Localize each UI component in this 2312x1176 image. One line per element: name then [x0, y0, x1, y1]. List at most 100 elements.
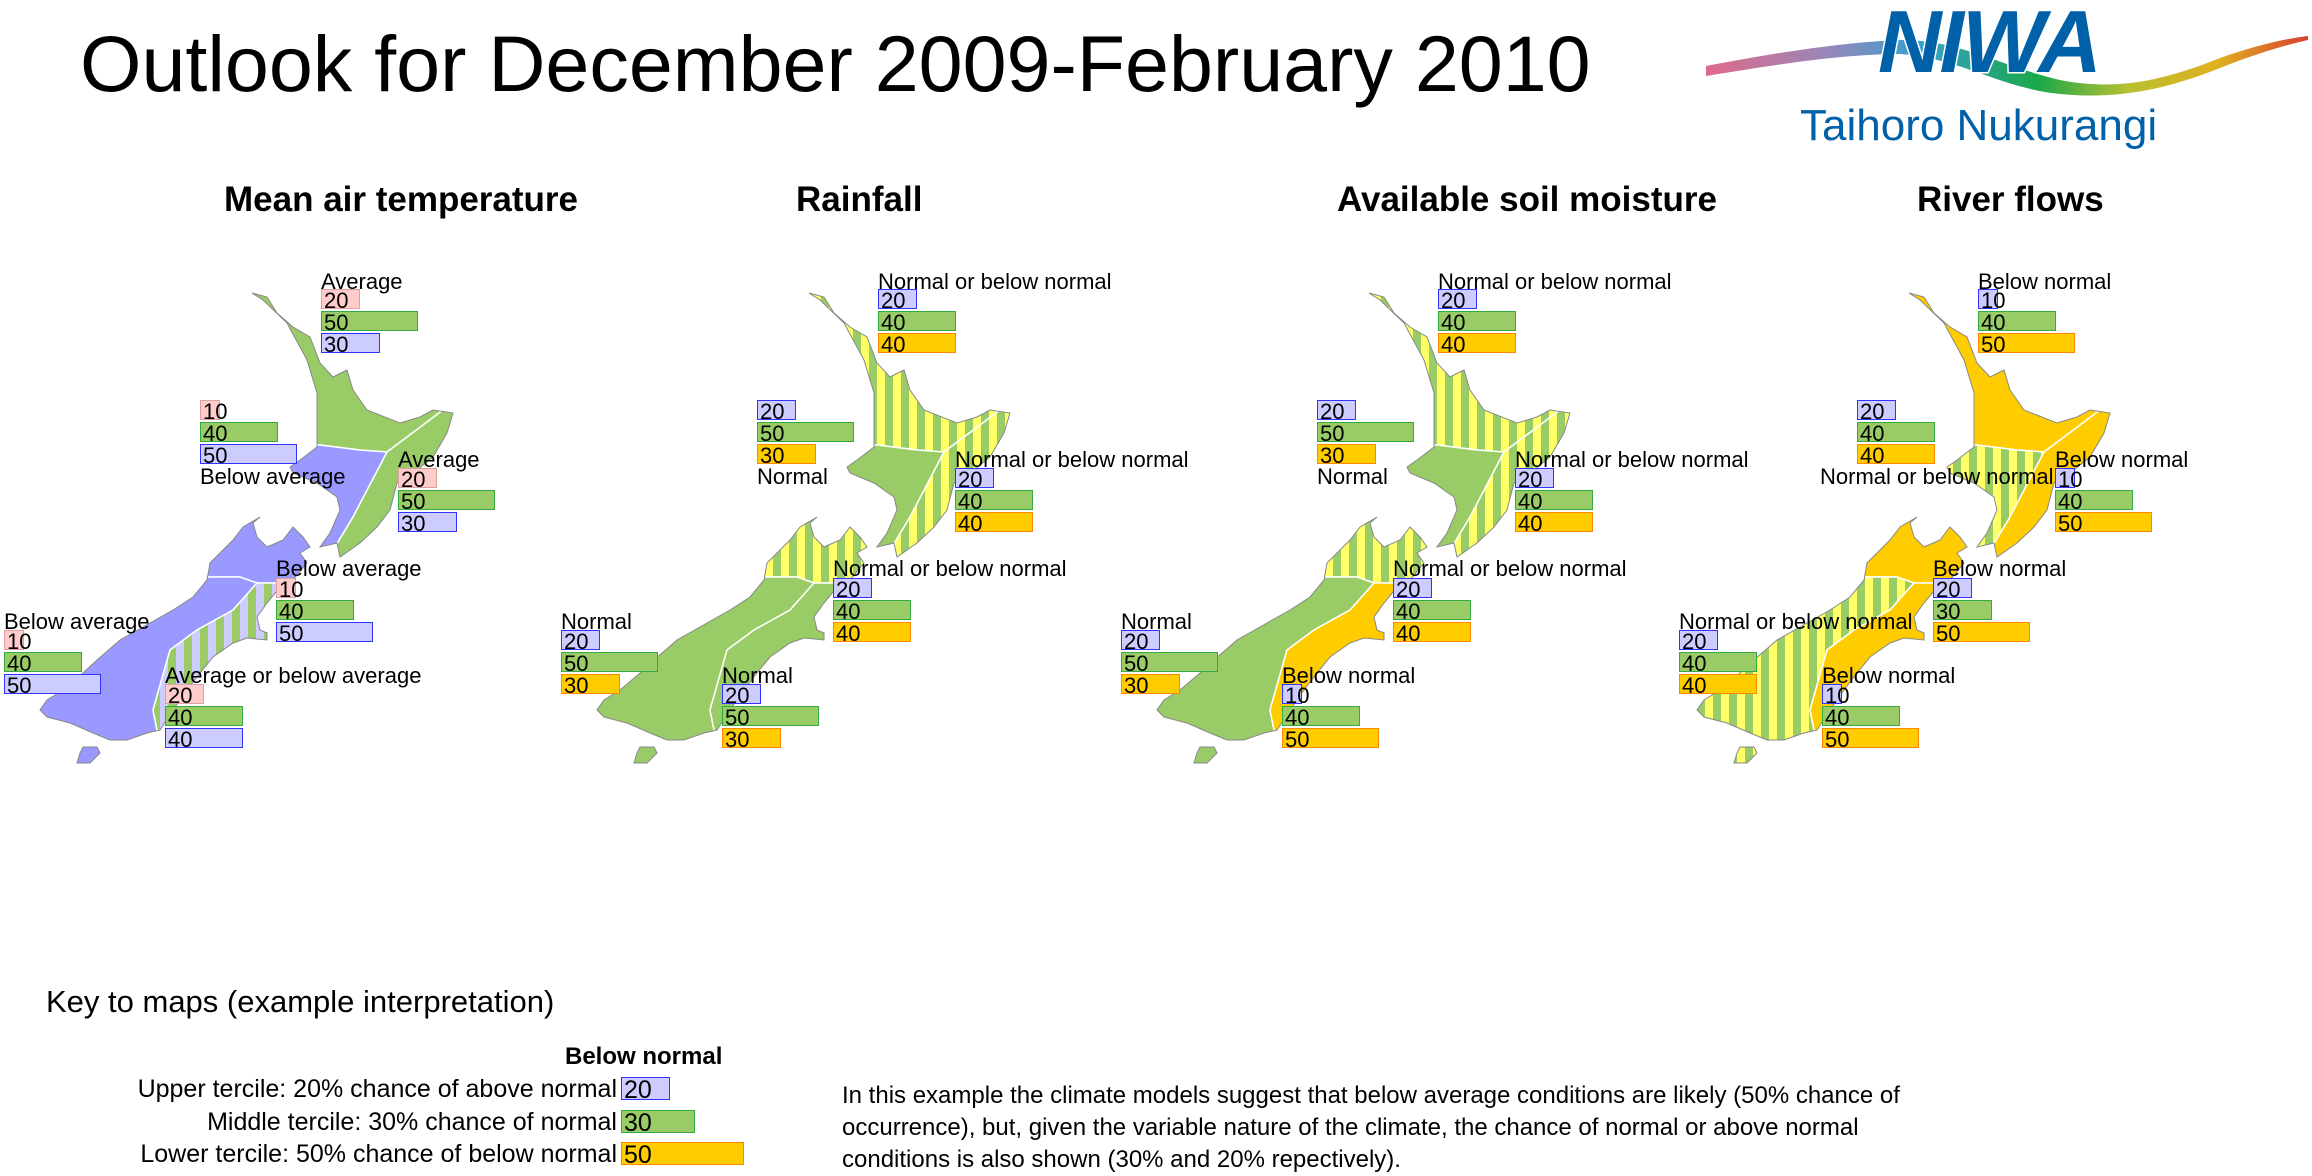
probability-box: 50 — [276, 622, 373, 645]
probability-box: 40 — [1393, 622, 1471, 645]
nz-map: Normal or below normal 20 40 40 Normal 20 50 30… — [557, 0, 1189, 1000]
region-label: Normal or below normal — [878, 269, 1112, 294]
map-title: Mean air temperature — [224, 180, 579, 219]
probability-box: 40 — [165, 728, 243, 751]
probability-box: 50 — [757, 422, 854, 445]
probability-box: 40 — [1282, 706, 1360, 729]
probability-box: 10 — [4, 630, 31, 653]
probability-box: 20 — [1438, 289, 1478, 312]
probability-box: 20 — [1515, 468, 1555, 491]
region-label: Normal or below normal — [1393, 556, 1627, 581]
probability-box: 30 — [398, 512, 457, 535]
probability-box: 40 — [955, 512, 1033, 535]
probability-box: 20 — [321, 289, 361, 312]
coastline — [1368, 292, 1571, 558]
key-heading: Below normal — [565, 1043, 723, 1070]
key-row-label: Lower tercile: 50% chance of below norma… — [140, 1140, 617, 1168]
region-label: Average — [398, 447, 480, 472]
probability-box: 40 — [955, 490, 1033, 513]
nz-map-graphic — [596, 292, 1011, 764]
probability-box: 40 — [1438, 333, 1516, 356]
region-label: Normal or below normal — [1515, 447, 1749, 472]
probability-box: 40 — [1857, 444, 1935, 467]
region-label: Below normal — [1282, 663, 1416, 688]
key-probability-box: 30 — [621, 1110, 695, 1136]
probability-box: 10 — [1282, 684, 1309, 707]
probability-box: 20 — [165, 684, 205, 707]
probability-box: 30 — [561, 674, 620, 697]
region-label: Below normal — [2055, 447, 2189, 472]
probability-box: 50 — [722, 706, 819, 729]
probability-box: 50 — [561, 652, 658, 675]
explanation-line: In this example the climate models sugge… — [842, 1082, 1900, 1109]
region-label: Normal — [757, 464, 828, 489]
probability-box: 20 — [1393, 578, 1433, 601]
region-label: Normal — [722, 663, 793, 688]
region-label: Below normal — [1822, 663, 1956, 688]
probability-box: 50 — [4, 674, 101, 697]
coastline — [251, 292, 454, 558]
region-label: Normal or below normal — [1820, 464, 2054, 489]
nz-map: Normal or below normal 20 40 40 Normal 20 50 30… — [1117, 0, 1749, 1000]
probability-box: 20 — [1857, 400, 1897, 423]
probability-box: 50 — [2055, 512, 2152, 535]
key-row-label: Upper tercile: 20% chance of above norma… — [137, 1075, 617, 1103]
probability-box: 40 — [1679, 652, 1757, 675]
probability-box: 40 — [878, 311, 956, 334]
coastline — [808, 292, 1011, 558]
probability-box: 40 — [1393, 600, 1471, 623]
probability-box: 40 — [165, 706, 243, 729]
probability-box: 50 — [1282, 728, 1379, 751]
probability-box: 20 — [757, 400, 797, 423]
map-title: River flows — [1917, 180, 2104, 219]
explanation-line: conditions is also shown (30% and 20% re… — [842, 1146, 1401, 1173]
nz-map: Average 20 50 30 Below average 10 40 50 Average 2… — [0, 0, 560, 1000]
probability-box: 20 — [561, 630, 601, 653]
niwa-logo: NIWA Taihoro Nukurangi — [1700, 0, 2312, 150]
explanation-line: occurrence), but, given the variable nat… — [842, 1114, 1859, 1141]
probability-box: 10 — [1978, 289, 2005, 312]
probability-box: 50 — [1933, 622, 2030, 645]
logo-tagline: Taihoro Nukurangi — [1800, 101, 2157, 150]
region-label: Average — [321, 269, 403, 294]
probability-box: 20 — [1121, 630, 1161, 653]
probability-box: 10 — [2055, 468, 2082, 491]
probability-box: 40 — [833, 622, 911, 645]
probability-box: 20 — [955, 468, 995, 491]
page-title: Outlook for December 2009-February 2010 — [80, 19, 1591, 108]
probability-box: 30 — [321, 333, 380, 356]
probability-box: 10 — [200, 400, 227, 423]
probability-box: 40 — [1515, 512, 1593, 535]
region-label: Below normal — [1978, 269, 2112, 294]
probability-box: 40 — [1857, 422, 1935, 445]
probability-box: 50 — [321, 311, 418, 334]
probability-box: 50 — [1978, 333, 2075, 356]
map-title: Available soil moisture — [1337, 180, 1717, 219]
probability-box: 40 — [276, 600, 354, 623]
probability-box: 40 — [1822, 706, 1900, 729]
coastline — [1193, 746, 1218, 764]
probability-box: 20 — [1317, 400, 1357, 423]
region-label: Normal or below normal — [1438, 269, 1672, 294]
key-probability-box: 20 — [621, 1077, 670, 1103]
coastline — [1733, 746, 1758, 764]
probability-box: 30 — [1121, 674, 1180, 697]
probability-box: 20 — [1679, 630, 1719, 653]
nz-map: Below normal 10 40 50 Normal or below normal… — [1657, 0, 2217, 1000]
probability-box: 40 — [1438, 311, 1516, 334]
probability-box: 30 — [722, 728, 781, 751]
probability-box: 10 — [1822, 684, 1849, 707]
niwa-logo-graphic: NIWA Taihoro Nukurangi — [1706, 0, 2308, 150]
probability-box: 50 — [1121, 652, 1218, 675]
probability-box: 40 — [1978, 311, 2056, 334]
key-title: Key to maps (example interpretation) — [46, 984, 555, 1019]
region-label: Average or below average — [165, 663, 422, 688]
key-explanation: In this example the climate models sugge… — [842, 1080, 1900, 1176]
probability-box: 20 — [1933, 578, 1973, 601]
logo-wordmark: NIWA — [1878, 0, 2100, 91]
probability-box: 40 — [1515, 490, 1593, 513]
probability-box: 50 — [398, 490, 495, 513]
region-label: Normal or below normal — [1679, 609, 1913, 634]
probability-box: 50 — [200, 444, 297, 467]
key-probability-box: 50 — [621, 1142, 744, 1168]
